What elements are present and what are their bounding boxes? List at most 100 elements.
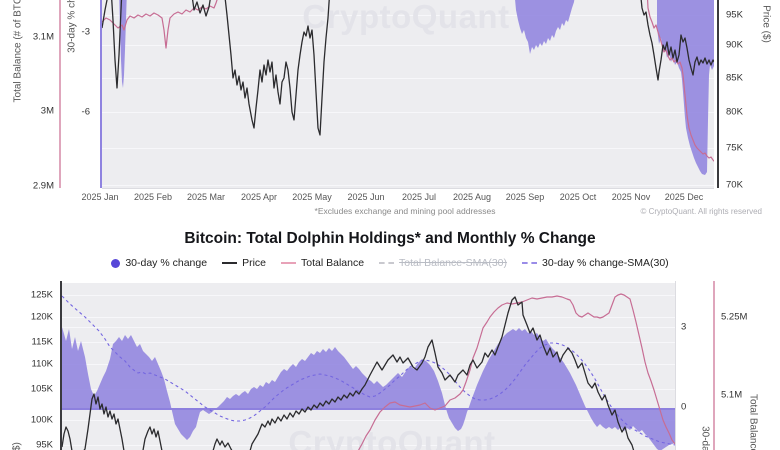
series-30-day-pct-change-area [62, 327, 675, 450]
bottom-price-axis-line [60, 281, 62, 450]
tick-label: -6 [81, 106, 90, 118]
series-price-line [62, 296, 635, 450]
tick-label: 2025 May [292, 192, 332, 202]
line-marker-icon [222, 262, 238, 264]
bottom-chart: CryptoQuant Price ($) 30-day % change To… [0, 281, 780, 450]
tick-label: 125K [30, 289, 53, 301]
bottom-plot-area[interactable] [62, 283, 675, 450]
legend-item-30-day-change[interactable]: 30-day % change [111, 257, 207, 269]
bottom-chart-legend: 30-day % change Price Total Balance Total B… [0, 257, 780, 269]
grid-line [62, 327, 675, 328]
tick-label: 2025 Jun [347, 192, 385, 202]
top-price-axis-line [717, 0, 719, 188]
grid-line [62, 295, 675, 296]
circle-marker-icon [111, 258, 121, 268]
legend-label: Total Balance-SMA(30) [399, 257, 508, 269]
legend-item-total-balance-sma-30-[interactable]: Total Balance-SMA(30) [379, 257, 507, 269]
tick-label: 115K [31, 336, 53, 348]
grid-line [102, 78, 714, 79]
tick-label: 2.9M [32, 180, 54, 192]
tick-label: 85K [726, 72, 743, 84]
legend-label: 30-day % change-SMA(30) [542, 257, 669, 269]
tick-label: 0 [681, 401, 687, 413]
tick-label: 2025 Feb [133, 192, 173, 202]
bottom-price-axis-label: Price ($) [12, 442, 23, 450]
top-balance-axis-line [59, 0, 61, 188]
grid-line [62, 342, 675, 343]
grid-line [62, 445, 675, 446]
tick-label: 5.25M [721, 311, 748, 323]
tick-label: 3M [40, 105, 54, 117]
series-30-day-pct-sma-line [62, 295, 675, 446]
tick-label: 105K [30, 383, 53, 395]
tick-label: 80K [726, 106, 743, 118]
legend-label: Total Balance [301, 257, 365, 269]
grid-line [102, 148, 714, 149]
top-chart: CryptoQuant Total Balance (# of BTC) 30-… [0, 0, 780, 218]
tick-label: -3 [81, 26, 90, 38]
legend-label: 30-day % change [125, 257, 208, 269]
tick-label: 2025 Oct [559, 192, 597, 202]
series-price-line [102, 0, 108, 29]
tick-label: 3 [681, 321, 687, 333]
legend-item-30-day-change-sma-30-[interactable]: 30-day % change-SMA(30) [522, 257, 669, 269]
grid-line [62, 364, 675, 365]
top-balance-axis-label: Total Balance (# of BTC) [12, 0, 24, 103]
series-30-day-pct-change-area [657, 0, 714, 175]
grid-line [102, 112, 714, 113]
bottom-pct-axis-label: 30-day % change [700, 426, 711, 450]
tick-label: 2025 Dec [664, 192, 704, 202]
series-price-line [191, 0, 211, 17]
legend-label: Price [242, 257, 266, 269]
grid-line [102, 15, 714, 16]
grid-line [102, 45, 714, 46]
legend-item-price[interactable]: Price [222, 257, 266, 269]
series-price-line [224, 0, 330, 136]
top-pct-axis-line [100, 0, 102, 188]
series-30-day-pct-change-area [515, 0, 575, 54]
tick-label: 2025 Jan [81, 192, 119, 202]
grid-line [62, 317, 675, 318]
tick-label: 2025 Aug [452, 192, 492, 202]
tick-label: 2025 Sep [505, 192, 545, 202]
bottom-balance-axis-label: Total Balance [747, 393, 759, 450]
tick-label: 2025 Mar [186, 192, 226, 202]
dash-marker-icon [522, 262, 538, 264]
tick-label: 2025 Nov [611, 192, 651, 202]
tick-label: 75K [726, 142, 743, 154]
line-marker-icon [281, 262, 296, 264]
grid-line [62, 420, 675, 421]
top-x-axis-line [102, 188, 714, 189]
top-chart-footnote: *Excludes exchange and mining pool addre… [314, 206, 496, 216]
tick-label: 2025 Apr [240, 192, 278, 202]
series-30-day-pct-change-area [119, 0, 127, 88]
tick-label: 100K [30, 414, 53, 426]
bottom-chart-title: Bitcoin: Total Dolphin Holdings* and Mon… [184, 230, 596, 247]
bottom-chart-series [62, 293, 675, 450]
tick-label: 3.1M [32, 31, 54, 43]
grid-line [102, 185, 714, 186]
series-price-line [111, 0, 123, 89]
bottom-balance-axis-line [713, 281, 715, 450]
top-price-axis-label: Price ($) [760, 5, 772, 43]
top-chart-series [102, 0, 714, 175]
bottom-plot-right-edge [675, 281, 676, 450]
tick-label: 90K [726, 39, 743, 51]
series-price-line [640, 0, 714, 81]
tick-label: 95K [36, 439, 53, 450]
tick-label: 70K [726, 179, 743, 191]
copyright-notice: © CryptoQuant. All rights reserved [640, 207, 763, 216]
watermark-logo: CryptoQuant [302, 0, 510, 35]
tick-label: 110K [31, 358, 53, 370]
series-total-balance-line [646, 0, 714, 162]
dash-marker-icon [379, 262, 395, 264]
tick-label: 5.1M [721, 389, 743, 401]
series-total-balance-line [357, 293, 675, 450]
tick-label: 120K [30, 311, 53, 323]
top-plot-area[interactable] [102, 0, 714, 188]
tick-label: 95K [726, 9, 743, 21]
top-pct-axis-label: 30-day % change [66, 0, 78, 53]
tick-label: 2025 Jul [401, 192, 437, 202]
legend-item-total-balance[interactable]: Total Balance [281, 257, 364, 269]
